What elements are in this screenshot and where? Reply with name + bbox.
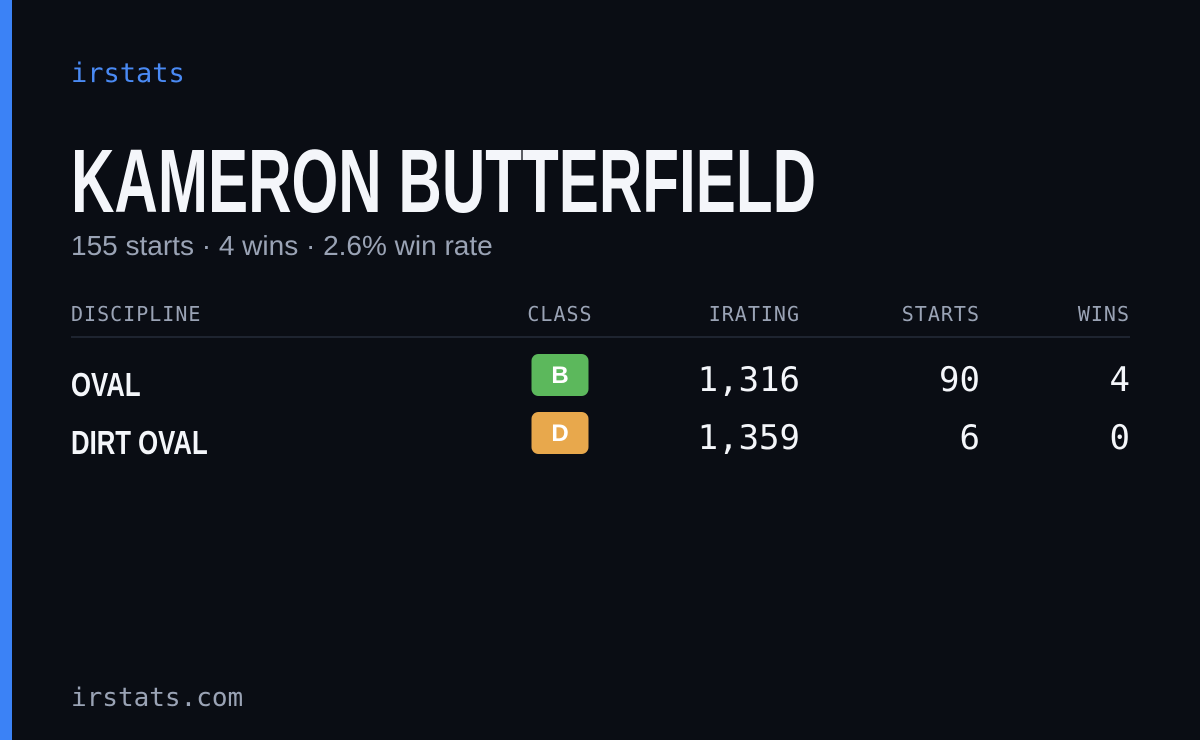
class-badge xyxy=(531,354,589,396)
column-header: WINS xyxy=(1078,302,1130,326)
class-badge xyxy=(531,412,589,454)
discipline: DIRT OVAL xyxy=(71,425,208,462)
brand: irstats xyxy=(71,58,185,89)
starts-value: 6 xyxy=(960,418,980,458)
class-label: B xyxy=(551,362,568,389)
accent-bar xyxy=(0,0,12,740)
discipline: OVAL xyxy=(71,367,141,404)
column-header: STARTS xyxy=(902,302,980,326)
driver-summary: 155 starts · 4 wins · 2.6% win rate xyxy=(71,230,493,261)
column-header: DISCIPLINE xyxy=(71,302,201,326)
starts-value: 90 xyxy=(939,360,980,400)
column-header: IRATING xyxy=(709,302,800,326)
class-label: D xyxy=(551,420,568,447)
wins-value: 4 xyxy=(1110,360,1130,400)
discipline-label: DIRT OVAL xyxy=(71,425,208,462)
discipline-label: OVAL xyxy=(71,367,141,404)
irating-value: 1,359 xyxy=(698,418,800,458)
footer: irstats.com xyxy=(71,683,243,713)
irating-value: 1,316 xyxy=(698,360,800,400)
column-header: CLASS xyxy=(527,302,592,326)
driver-name: KAMERON BUTTERFIELD xyxy=(71,132,816,232)
wins-value: 0 xyxy=(1110,418,1130,458)
